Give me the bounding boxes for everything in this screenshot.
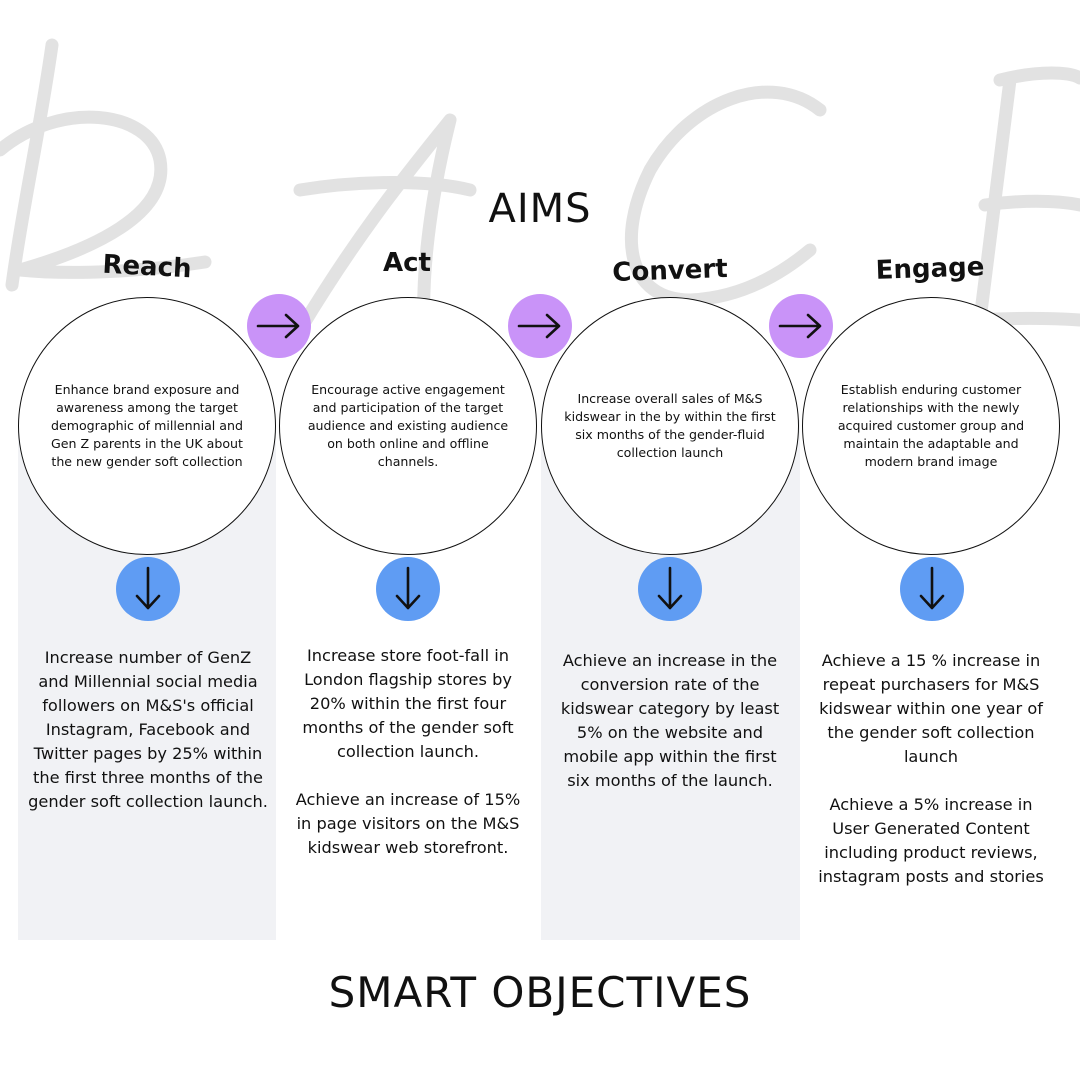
aim-text-act: Encourage active engagement and particip… (307, 382, 509, 469)
objective-text: Increase store foot-fall in London flags… (302, 646, 514, 761)
objective-text: Achieve an increase in the conversion ra… (560, 651, 780, 790)
aim-circle-act: Encourage active engagement and particip… (279, 297, 537, 555)
aim-circle-reach: Enhance brand exposure and awareness amo… (18, 297, 276, 555)
watermark-letter-a (293, 176, 477, 197)
watermark-letter-e (978, 194, 1080, 212)
aim-circle-convert: Increase overall sales of M&S kidswear i… (541, 297, 799, 555)
objective-text: Achieve a 5% increase in User Generated … (818, 795, 1044, 886)
stage-title-act: Act (383, 248, 431, 278)
down-arrow-icon (919, 566, 945, 610)
down-arrow-icon (395, 566, 421, 610)
right-arrow-icon (256, 313, 300, 339)
down-badge-reach (116, 557, 180, 621)
aim-text-convert: Increase overall sales of M&S kidswear i… (564, 391, 776, 460)
objective-text: Increase number of GenZ and Millennial s… (28, 648, 268, 811)
right-arrow-icon (778, 313, 822, 339)
watermark-letter-a (293, 113, 457, 347)
smart-objectives-heading: SMART OBJECTIVES (328, 968, 752, 1017)
flow-badge-act-to-convert (508, 294, 572, 358)
objective-text: Achieve an increase of 15% in page visit… (295, 790, 521, 857)
down-badge-act (376, 557, 440, 621)
objective-text: Achieve a 15 % increase in repeat purcha… (819, 651, 1043, 766)
watermark-letter-r (0, 110, 212, 279)
watermark-letter-c (624, 85, 827, 307)
down-arrow-icon (657, 566, 683, 610)
aim-text-engage: Establish enduring customer relationship… (837, 382, 1025, 469)
watermark-letter-e (993, 66, 1080, 87)
aim-text-reach: Enhance brand exposure and awareness amo… (50, 382, 244, 469)
flow-badge-convert-to-engage (769, 294, 833, 358)
objective-block-convert: Achieve an increase in the conversion ra… (550, 649, 790, 793)
objective-block-engage: Achieve a 15 % increase in repeat purcha… (811, 649, 1051, 889)
objective-block-reach: Increase number of GenZ and Millennial s… (28, 646, 268, 814)
aim-circle-engage: Establish enduring customer relationship… (802, 297, 1060, 555)
down-arrow-icon (135, 566, 161, 610)
down-badge-convert (638, 557, 702, 621)
right-arrow-icon (517, 313, 561, 339)
objective-block-act: Increase store foot-fall in London flags… (288, 644, 528, 860)
watermark-letter-r (5, 38, 59, 292)
down-badge-engage (900, 557, 964, 621)
aims-heading: AIMS (488, 186, 592, 232)
flow-badge-reach-to-act (247, 294, 311, 358)
